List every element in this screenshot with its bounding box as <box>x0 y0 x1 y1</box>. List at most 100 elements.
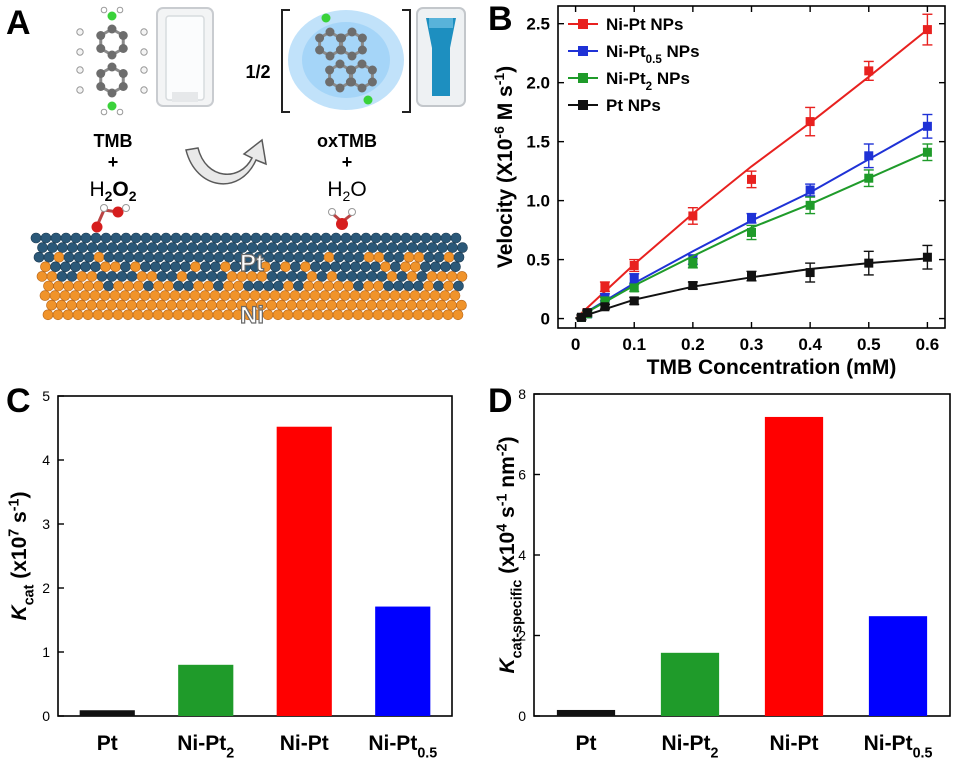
oxtmb-carbon-atom <box>367 77 377 87</box>
oxtmb-carbon-atom <box>325 51 335 61</box>
ni-atom <box>319 290 331 301</box>
pt-atom <box>217 242 228 253</box>
pt-atom <box>206 271 218 282</box>
pt-atom <box>330 232 342 244</box>
data-point <box>922 121 932 131</box>
tmb-hydrogen-atom <box>100 108 108 116</box>
pt-atom <box>220 232 232 244</box>
ni-atom <box>446 299 457 311</box>
oxtmb-carbon-atom <box>357 83 367 93</box>
ni-atom <box>429 290 441 301</box>
ni-atom <box>396 299 407 311</box>
ni-atom <box>149 290 161 301</box>
oxtmb-carbon-atom <box>325 27 335 37</box>
pt-atom <box>70 232 82 244</box>
ni-atom <box>129 290 141 301</box>
h2o2-label: H2O2 <box>89 178 136 204</box>
ni-atom <box>202 309 214 321</box>
ni-atom <box>42 309 54 321</box>
legend-label: Ni-Pt0.5 NPs <box>606 42 700 66</box>
ni-atom <box>400 261 411 273</box>
bar <box>556 709 616 716</box>
y-tick-label: 0 <box>42 708 50 724</box>
panel-b-letter: B <box>488 0 513 38</box>
ni-atom <box>412 309 424 321</box>
ni-atom <box>106 299 117 311</box>
ni-atom <box>262 309 274 321</box>
pt-atom <box>243 280 254 292</box>
pt-atom <box>253 280 264 292</box>
ni-atom <box>46 271 58 282</box>
bar <box>79 710 135 716</box>
ni-atom <box>283 280 294 292</box>
pt-atom <box>187 242 198 253</box>
oxtmb-carbon-atom <box>337 45 347 55</box>
pt-atom <box>250 232 262 244</box>
pt-atom <box>43 251 55 263</box>
ni-atom <box>152 309 164 321</box>
series-3 <box>575 244 933 322</box>
pt-atom <box>107 242 118 253</box>
tmb-molecule-icon <box>76 6 148 116</box>
ni-atom <box>132 309 144 321</box>
pt-atom <box>127 242 138 253</box>
ni-atom <box>389 290 401 301</box>
pt-atom <box>340 232 352 244</box>
ni-atom <box>362 309 374 321</box>
pt-atom <box>390 261 401 273</box>
tmb-hydrogen-atom <box>76 86 84 94</box>
ni-atom <box>449 290 461 301</box>
oxtmb-carbon-atom <box>357 45 367 55</box>
data-point <box>576 312 586 322</box>
ni-atom <box>62 309 74 321</box>
blue-cuvette-icon <box>416 7 466 107</box>
ni-atom <box>156 299 167 311</box>
pt-atom <box>240 232 252 244</box>
category-label: Ni-Pt <box>280 732 329 755</box>
pt-atom <box>66 271 78 282</box>
tmb-hydrogen-atom <box>140 28 148 36</box>
pt-atom <box>350 261 361 273</box>
tmb-carbon-atom <box>107 50 117 60</box>
ni-atom <box>136 271 148 282</box>
panel-c-letter: C <box>6 382 31 420</box>
pt-atom <box>450 261 461 273</box>
ni-atom <box>162 309 174 321</box>
ni-atom <box>380 261 391 273</box>
ni-atom <box>276 299 287 311</box>
pt-atom <box>113 251 125 263</box>
pt-atom <box>130 232 142 244</box>
pt-atom <box>360 261 371 273</box>
pt-atom <box>157 242 168 253</box>
pt-atom <box>450 232 462 244</box>
pt-atom <box>290 261 301 273</box>
tmb-carbon-atom <box>96 44 106 53</box>
ni-atom <box>119 290 131 301</box>
ni-atom <box>76 299 87 311</box>
ni-atom <box>203 280 214 292</box>
category-label: Ni-Pt0.5 <box>368 732 437 758</box>
pt-atom <box>440 232 452 244</box>
pt-atom <box>227 242 238 253</box>
pt-atom <box>383 251 395 263</box>
y-tick-label: 0.5 <box>526 251 550 270</box>
pt-atom <box>286 271 298 282</box>
pt-atom <box>407 242 418 253</box>
ni-atom <box>376 299 387 311</box>
ni-atom <box>102 309 114 321</box>
pt-atom <box>200 261 211 273</box>
pt-atom <box>423 251 435 263</box>
pt-atom <box>197 242 208 253</box>
ni-atom <box>286 299 297 311</box>
data-point <box>805 185 815 195</box>
ni-atom <box>82 309 94 321</box>
ni-atom <box>372 309 384 321</box>
data-point <box>922 147 932 157</box>
pt-atom <box>213 280 224 292</box>
pt-atom <box>180 261 191 273</box>
ni-atom <box>403 251 415 263</box>
ni-atom <box>386 299 397 311</box>
pt-atom <box>180 232 192 244</box>
x-tick-label: 0.2 <box>681 335 705 354</box>
ni-atom <box>192 309 204 321</box>
